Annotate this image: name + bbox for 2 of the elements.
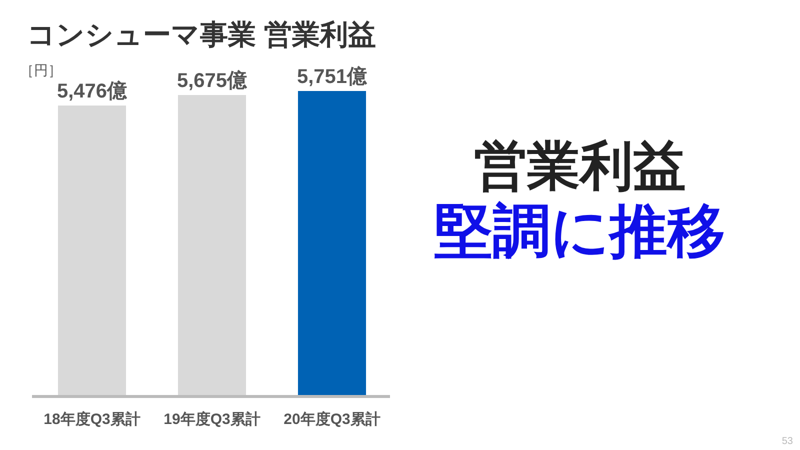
ylabel: ［円］ — [20, 62, 62, 78]
title: コンシューマ事業 営業利益 — [27, 19, 376, 50]
